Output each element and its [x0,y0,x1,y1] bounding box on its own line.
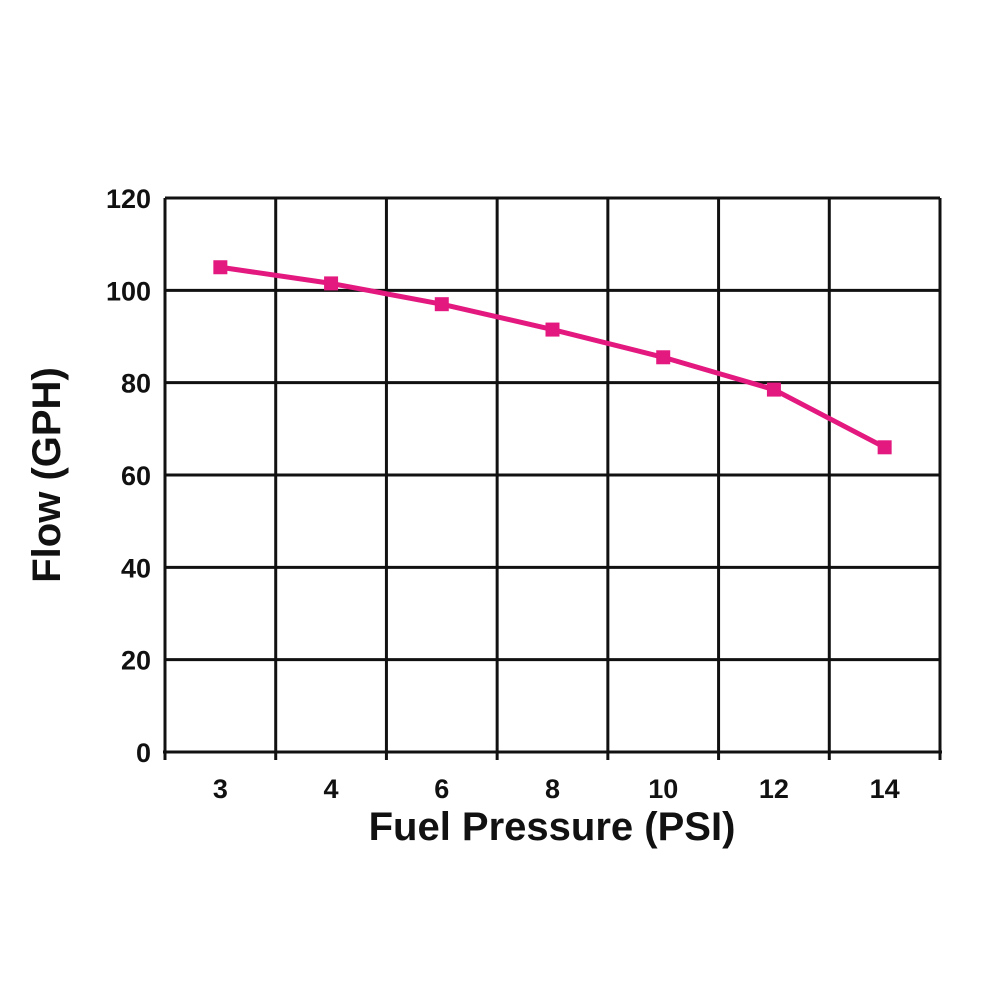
y-tick-label: 0 [136,738,151,768]
x-tick-label: 10 [648,774,678,804]
x-tick-label: 14 [870,774,900,804]
x-tick-label: 12 [759,774,789,804]
y-tick-label: 120 [106,184,151,214]
series-layer [213,260,892,455]
series-line [219,264,886,450]
data-point-marker [656,350,671,365]
x-tick-label: 8 [545,774,560,804]
data-point-marker [877,440,892,455]
y-tick-label: 80 [121,369,151,399]
data-point-marker [324,276,339,291]
y-tick-label: 100 [106,276,151,306]
y-axis-title: Flow (GPH) [25,367,69,583]
data-point-marker [766,382,781,397]
tick-labels: 0 20 40 60 80 100 120 3 4 6 8 10 12 14 [106,184,900,804]
x-tick-label: 3 [213,774,228,804]
y-tick-label: 40 [121,553,151,583]
axes [163,196,942,760]
y-tick-label: 20 [121,646,151,676]
x-tick-label: 6 [434,774,449,804]
data-point-marker [545,322,560,337]
y-tick-label: 60 [121,461,151,491]
data-point-marker [434,297,449,312]
x-tick-label: 4 [324,774,339,804]
grid [165,196,940,752]
x-axis-title: Fuel Pressure (PSI) [369,805,736,849]
data-point-marker [213,260,228,275]
